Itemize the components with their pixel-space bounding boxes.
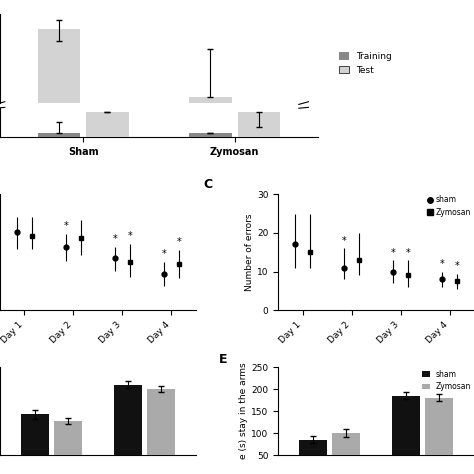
- Text: *: *: [64, 221, 68, 231]
- Text: *: *: [162, 249, 166, 259]
- Text: *: *: [391, 247, 396, 258]
- Legend: Training, Test: Training, Test: [334, 48, 397, 79]
- Legend: sham, Zymosan: sham, Zymosan: [424, 192, 474, 220]
- Text: *: *: [176, 237, 181, 247]
- Bar: [38, 133, 80, 137]
- Bar: [392, 396, 420, 474]
- Bar: [189, 97, 232, 123]
- Text: E: E: [219, 353, 228, 365]
- Text: C: C: [204, 178, 213, 191]
- Text: *: *: [113, 234, 118, 244]
- Bar: [54, 421, 82, 474]
- Bar: [299, 440, 327, 474]
- Bar: [114, 384, 142, 474]
- Bar: [237, 112, 280, 137]
- Text: *: *: [406, 247, 410, 258]
- Bar: [332, 433, 360, 474]
- Bar: [20, 414, 48, 474]
- Text: *: *: [455, 261, 459, 271]
- Y-axis label: Number of errors: Number of errors: [245, 213, 254, 291]
- Bar: [147, 389, 175, 474]
- Text: *: *: [440, 259, 445, 269]
- Bar: [426, 398, 454, 474]
- Legend: sham, Zymosan: sham, Zymosan: [419, 366, 474, 394]
- Text: *: *: [342, 236, 346, 246]
- Bar: [189, 133, 232, 137]
- Text: *: *: [128, 231, 132, 241]
- Y-axis label: e (s) stay in the arms: e (s) stay in the arms: [239, 363, 248, 459]
- Bar: [38, 29, 80, 123]
- Bar: [86, 112, 128, 137]
